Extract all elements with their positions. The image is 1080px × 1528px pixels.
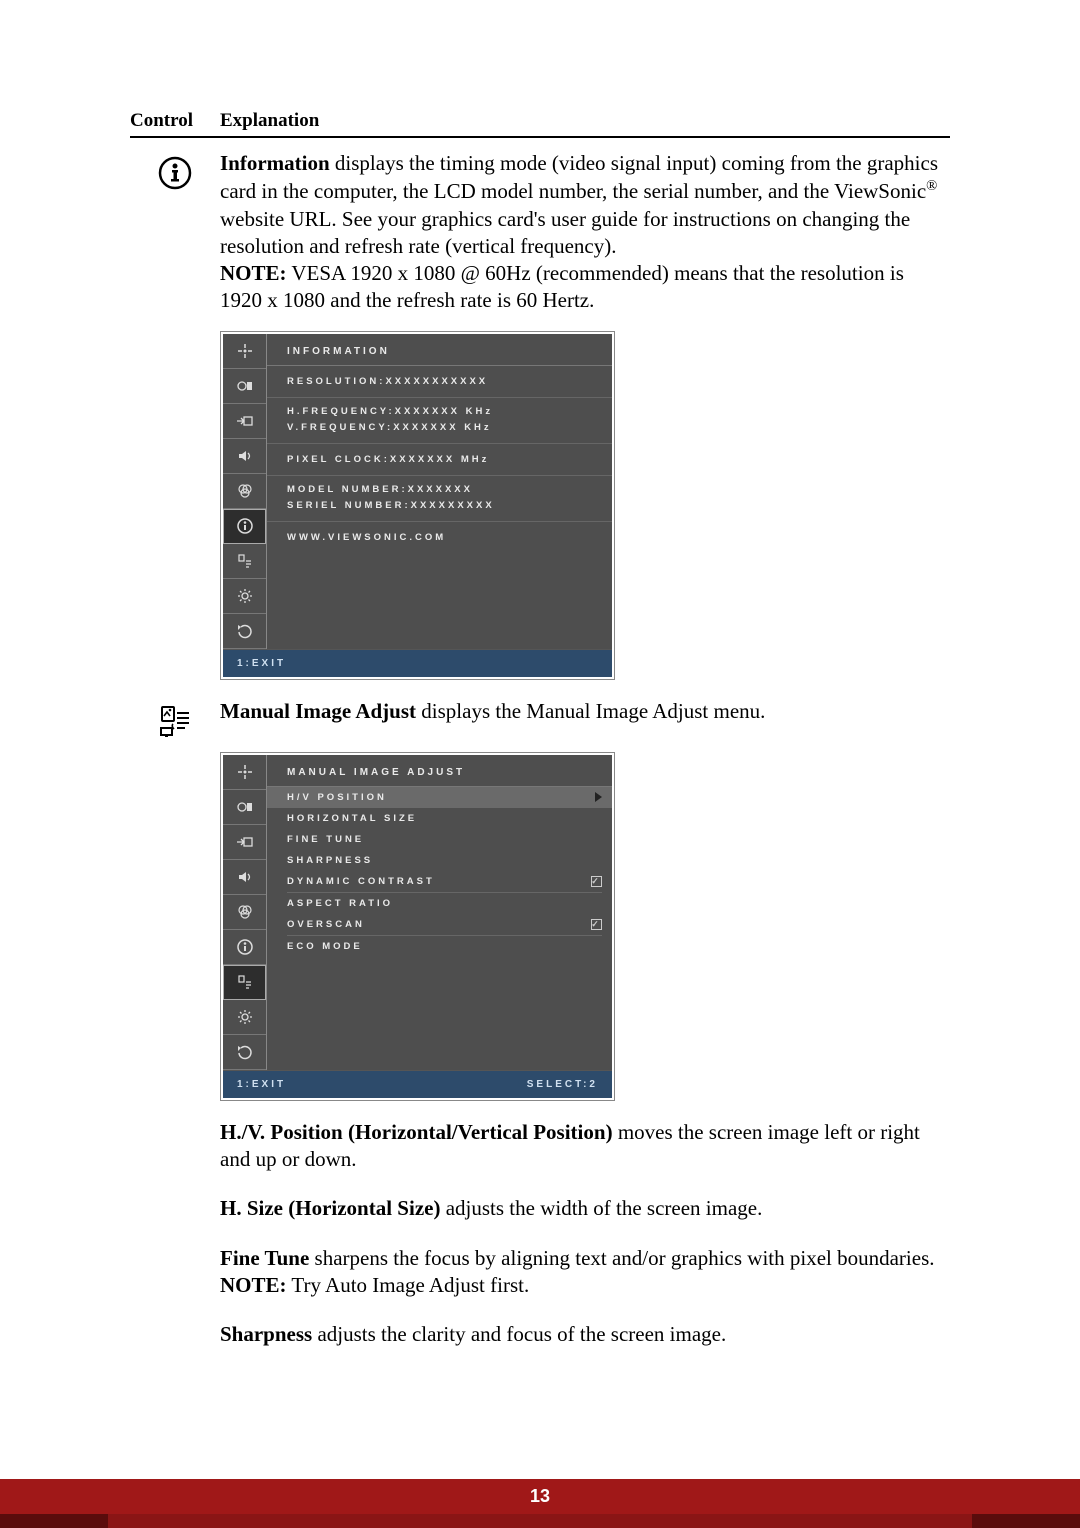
manual-image-adjust-icon	[157, 704, 193, 740]
sharpness-def: Sharpness adjusts the clarity and focus …	[220, 1321, 950, 1348]
header-control: Control	[130, 110, 220, 132]
menu-dynamic-contrast: DYNAMIC CONTRAST ✓	[267, 871, 612, 892]
menu-eco-mode: ECO MODE	[267, 936, 612, 957]
input-icon	[223, 404, 266, 439]
color-icon	[223, 474, 266, 509]
reset-icon	[223, 1035, 266, 1070]
info-icon	[158, 156, 192, 190]
menu-sharpness: SHARPNESS	[267, 850, 612, 871]
manual-adjust-icon	[223, 965, 266, 1000]
contrast-icon	[223, 790, 266, 825]
osd2-footer-select: SELECT:2	[527, 1079, 598, 1090]
osd-url: WWW.VIEWSONIC.COM	[267, 522, 612, 553]
osd2-title: MANUAL IMAGE ADJUST	[267, 755, 612, 787]
menu-fine-tune: FINE TUNE	[267, 829, 612, 850]
contrast-icon	[223, 369, 266, 404]
page-footer: 13	[0, 1479, 1080, 1528]
arrow-right-icon	[595, 792, 602, 802]
setup-icon	[223, 1000, 266, 1035]
osd-information-screenshot: INFORMATION RESOLUTION:XXXXXXXXXXX H.FRE…	[220, 331, 615, 680]
note-label: NOTE:	[220, 261, 287, 285]
divider	[130, 136, 950, 138]
osd-title: INFORMATION	[267, 334, 612, 366]
information-icon	[223, 509, 266, 544]
hsize-def: H. Size (Horizontal Size) adjusts the wi…	[220, 1195, 950, 1222]
osd-footer: 1:EXIT	[223, 649, 612, 677]
osd-model: MODEL NUMBER:XXXXXXX	[267, 476, 612, 498]
osd2-footer: 1:EXIT SELECT:2	[223, 1070, 612, 1098]
osd-footer-exit: 1:EXIT	[237, 658, 286, 669]
osd2-sidebar	[223, 755, 267, 1070]
color-icon	[223, 895, 266, 930]
info-lead: Information	[220, 151, 330, 175]
manual-image-adjust-paragraph: Manual Image Adjust displays the Manual …	[220, 698, 950, 740]
header-explanation: Explanation	[220, 110, 319, 132]
setup-icon	[223, 579, 266, 614]
audio-icon	[223, 860, 266, 895]
page-number: 13	[530, 1486, 550, 1507]
osd-manual-adjust-screenshot: MANUAL IMAGE ADJUST H/V POSITION HORIZON…	[220, 752, 615, 1101]
auto-adjust-icon	[223, 755, 266, 790]
osd-pixelclock: PIXEL CLOCK:XXXXXXX MHz	[267, 444, 612, 476]
menu-hv-position: H/V POSITION	[267, 787, 612, 808]
reset-icon	[223, 614, 266, 649]
menu-overscan: OVERSCAN ✓	[267, 914, 612, 935]
fine-tune-def: Fine Tune sharpens the focus by aligning…	[220, 1245, 950, 1300]
menu-horizontal-size: HORIZONTAL SIZE	[267, 808, 612, 829]
osd-sidebar	[223, 334, 267, 649]
auto-adjust-icon	[223, 334, 266, 369]
osd-serial: SERIEL NUMBER:XXXXXXXXX	[267, 498, 612, 522]
hv-position-def: H./V. Position (Horizontal/Vertical Posi…	[220, 1119, 950, 1174]
input-icon	[223, 825, 266, 860]
information-icon	[223, 930, 266, 965]
checkbox-checked-icon: ✓	[591, 876, 602, 887]
checkbox-checked-icon: ✓	[591, 919, 602, 930]
table-header: Control Explanation	[130, 110, 950, 132]
osd2-footer-exit: 1:EXIT	[237, 1079, 286, 1090]
manual-lead: Manual Image Adjust	[220, 699, 416, 723]
audio-icon	[223, 439, 266, 474]
osd-resolution: RESOLUTION:XXXXXXXXXXX	[267, 366, 612, 398]
osd-hfreq: H.FREQUENCY:XXXXXXX KHz	[267, 398, 612, 420]
manual-adjust-icon	[223, 544, 266, 579]
menu-aspect-ratio: ASPECT RATIO	[267, 893, 612, 914]
information-paragraph: Information displays the timing mode (vi…	[220, 150, 950, 319]
osd-vfreq: V.FREQUENCY:XXXXXXX KHz	[267, 420, 612, 444]
